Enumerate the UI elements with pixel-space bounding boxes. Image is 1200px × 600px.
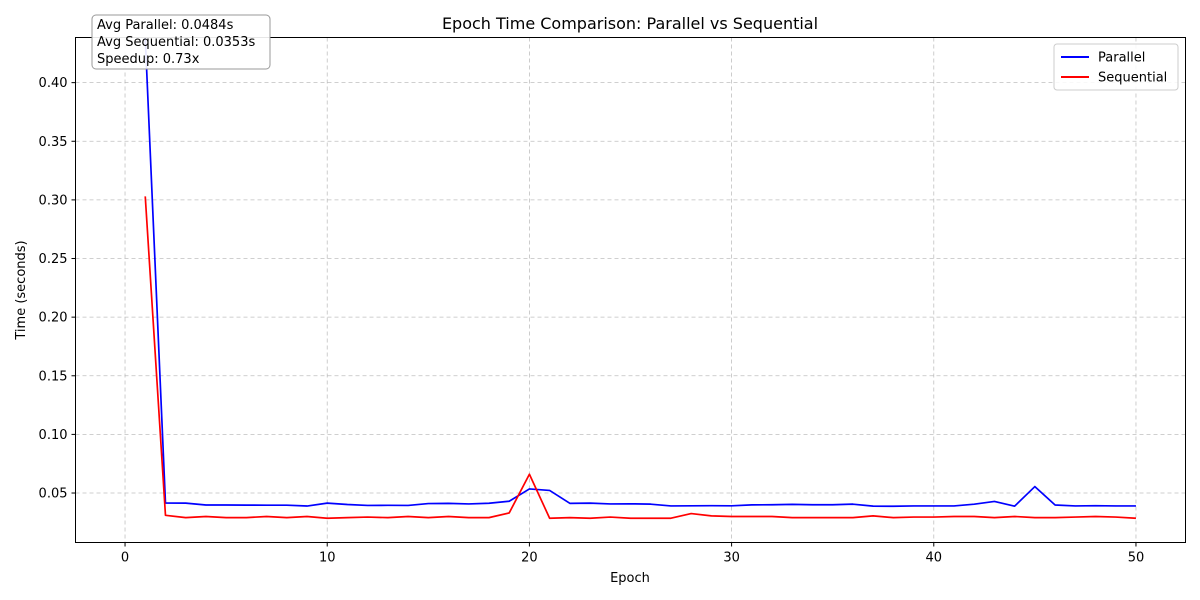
stats-annotation: Avg Parallel: 0.0484s Avg Sequential: 0.…	[91, 14, 271, 70]
y-axis: 0.05 0.10 0.15 0.20 0.25 0.30 0.35 0.40	[39, 76, 76, 502]
series-layer	[144, 37, 1137, 520]
x-tick-label: 30	[723, 551, 740, 566]
x-tick-label: 40	[926, 551, 943, 566]
chart-title: Epoch Time Comparison: Parallel vs Seque…	[442, 14, 818, 33]
legend-label-sequential: Sequential	[1098, 71, 1167, 86]
y-tick-label: 0.15	[39, 369, 68, 384]
x-axis-label: Epoch	[610, 571, 650, 586]
series-line-sequential	[144, 196, 1137, 520]
y-tick-label: 0.40	[39, 76, 68, 91]
y-tick-label: 0.35	[39, 135, 68, 150]
x-tick-label: 50	[1128, 551, 1145, 566]
series-line-parallel	[144, 37, 1136, 508]
legend-label-parallel: Parallel	[1098, 51, 1145, 66]
annotation-avg-sequential: Avg Sequential: 0.0353s	[97, 35, 255, 50]
y-tick-label: 0.25	[39, 252, 68, 267]
x-axis: 0 10 20 30 40 50	[121, 542, 1145, 566]
annotation-speedup: Speedup: 0.73x	[97, 52, 200, 67]
grid	[75, 37, 1186, 543]
annotation-avg-parallel: Avg Parallel: 0.0484s	[97, 18, 234, 33]
annotation-box	[91, 14, 271, 70]
x-tick-label: 0	[121, 551, 129, 566]
legend-box	[1053, 43, 1179, 91]
x-tick-label: 20	[521, 551, 538, 566]
y-axis-label: Time (seconds)	[14, 240, 29, 340]
y-tick-label: 0.30	[39, 193, 68, 208]
y-tick-label: 0.20	[39, 311, 68, 326]
y-tick-label: 0.05	[39, 487, 68, 502]
x-tick-label: 10	[319, 551, 336, 566]
plot-frame	[75, 37, 1186, 543]
legend: Parallel Sequential	[1053, 43, 1179, 91]
y-tick-label: 0.10	[39, 428, 68, 443]
